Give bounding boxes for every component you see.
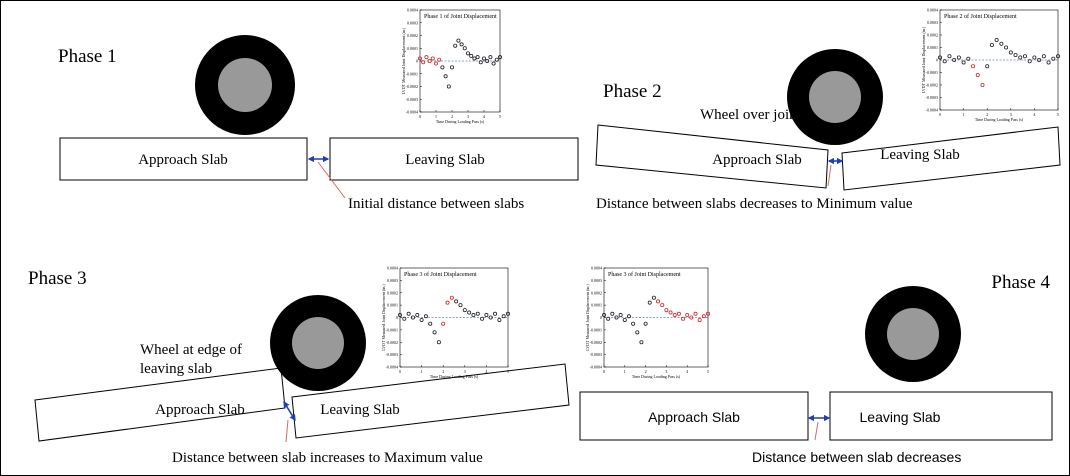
y-tick-label: -0.0004 (590, 365, 602, 370)
phase-label: Phase 3 (28, 268, 87, 289)
x-tick-label: 4 (1033, 112, 1035, 117)
y-tick-label: -0.0003 (386, 352, 398, 357)
x-tick-label: 0 (603, 369, 605, 374)
y-axis-label: LVDT Measured Joint Displacement (in.) (381, 284, 386, 351)
wheel-hub (809, 71, 861, 123)
y-tick-label: 0.0003 (387, 278, 398, 283)
chart-title: Phase 1 of Joint Displacement (424, 13, 497, 20)
y-tick-label: 0.0002 (387, 290, 398, 295)
note: Distance between slab decreases (752, 449, 961, 465)
y-tick-label: 0.0004 (387, 266, 398, 271)
slab-label: Approach Slab (648, 409, 740, 425)
mini-chart: 0.0004 0.0003 0.0002 0.0001 0 -0.0001 -0.0002 -… (921, 8, 1060, 123)
wheel-hub (887, 308, 939, 360)
slab-label: Leaving Slab (405, 152, 485, 168)
wheel-note: Wheel at edge of (140, 342, 242, 358)
x-tick-label: 5 (499, 114, 501, 119)
y-tick-label: -0.0004 (926, 108, 938, 113)
y-tick-label: 0 (936, 58, 938, 63)
note: Initial distance between slabs (348, 196, 524, 212)
y-axis-label: LVDT Measured Joint Displacement (in.) (921, 26, 926, 93)
x-tick-label: 4 (686, 369, 688, 374)
x-tick-label: 4 (485, 369, 487, 374)
wheel-note: leaving slab (140, 361, 212, 377)
y-tick-label: -0.0001 (386, 327, 398, 332)
x-tick-label: 0 (419, 114, 421, 119)
slab-label: Leaving Slab (320, 402, 400, 418)
y-tick-label: 0.0004 (407, 8, 418, 13)
y-tick-label: 0.0003 (407, 20, 418, 25)
y-axis-label: LVDT Measured Joint Displacement (in.) (401, 27, 406, 94)
y-tick-label: -0.0003 (406, 97, 418, 102)
x-tick-label: 5 (707, 369, 709, 374)
y-tick-label: 0.0001 (591, 303, 602, 308)
y-tick-label: -0.0003 (926, 95, 938, 100)
y-tick-label: 0.0003 (591, 278, 602, 283)
wheel-note: Wheel over joint (700, 107, 802, 123)
x-axis-label: Time During Loading Pass (s) (430, 374, 479, 379)
y-tick-label: 0.0001 (387, 303, 398, 308)
x-tick-label: 1 (421, 369, 423, 374)
slab-label: Approach Slab (155, 402, 245, 418)
chart-title: Phase 3 of Joint Displacement (404, 271, 477, 278)
diagram: Phase 1 Approach Slab Leaving Slab Initi… (0, 0, 1070, 476)
note: Distance between slabs decreases to Mini… (596, 196, 913, 212)
y-tick-label: 0 (396, 315, 398, 320)
slab-label: Approach Slab (712, 152, 802, 168)
y-tick-label: 0.0001 (927, 45, 938, 50)
y-tick-label: 0 (600, 315, 602, 320)
y-tick-label: -0.0001 (926, 70, 938, 75)
y-tick-label: -0.0003 (590, 352, 602, 357)
x-tick-label: 5 (507, 369, 509, 374)
y-tick-label: -0.0002 (406, 84, 418, 89)
x-axis-label: Time During Loading Pass (s) (632, 374, 681, 379)
y-tick-label: 0 (416, 59, 418, 64)
note: Distance between slab increases to Maxim… (172, 450, 483, 466)
y-tick-label: -0.0004 (386, 365, 398, 370)
y-tick-label: -0.0001 (406, 71, 418, 76)
y-tick-label: -0.0002 (926, 83, 938, 88)
chart-title: Phase 3 of Joint Displacement (608, 271, 681, 278)
wheel-hub (292, 317, 344, 369)
x-tick-label: 5 (1057, 112, 1059, 117)
y-tick-label: 0.0004 (591, 266, 602, 271)
x-tick-label: 1 (963, 112, 965, 117)
slab-label: Leaving Slab (860, 409, 941, 425)
y-tick-label: 0.0002 (407, 33, 418, 38)
slab-label: Approach Slab (138, 152, 228, 168)
y-tick-label: -0.0004 (406, 110, 418, 115)
phase-label: Phase 1 (58, 46, 117, 67)
slab-label: Leaving Slab (880, 147, 960, 163)
x-axis-label: Time During Loading Pass (s) (975, 117, 1024, 122)
y-tick-label: 0.0002 (591, 290, 602, 295)
phase-label: Phase 2 (603, 81, 662, 102)
mini-chart: 0.0004 0.0003 0.0002 0.0001 0 -0.0001 -0.0002 -… (381, 266, 510, 380)
x-tick-label: 0 (939, 112, 941, 117)
y-tick-label: -0.0001 (590, 327, 602, 332)
x-tick-label: 1 (624, 369, 626, 374)
y-tick-label: -0.0002 (590, 340, 602, 345)
x-tick-label: 0 (399, 369, 401, 374)
wheel-hub (218, 58, 272, 112)
y-axis-label: LVDT Measured Joint Displacement (in.) (585, 284, 590, 351)
x-axis-label: Time During Loading Pass (s) (436, 119, 485, 124)
y-tick-label: 0.0002 (927, 33, 938, 38)
y-tick-label: 0.0001 (407, 46, 418, 51)
chart-title: Phase 2 of Joint Displacement (944, 13, 1017, 20)
y-tick-label: 0.0003 (927, 20, 938, 25)
phase-label: Phase 4 (991, 272, 1050, 293)
y-tick-label: 0.0004 (927, 8, 938, 13)
y-tick-label: -0.0002 (386, 340, 398, 345)
